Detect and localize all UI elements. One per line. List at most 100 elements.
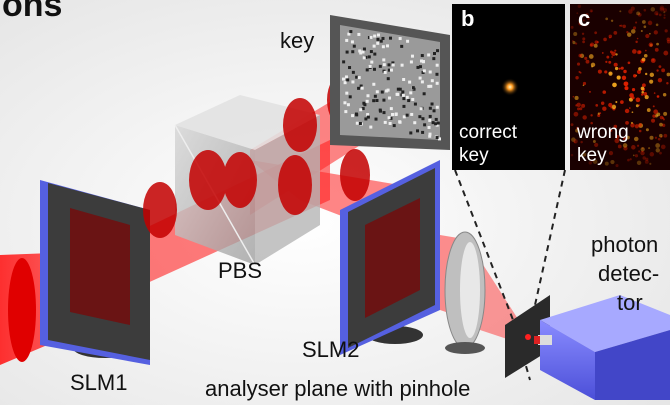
key-pixel — [410, 113, 413, 116]
speckle-dot — [612, 83, 617, 88]
key-pixel — [382, 99, 385, 102]
speckle-dot — [573, 96, 575, 98]
speckle-dot — [658, 138, 661, 141]
speckle-dot — [603, 38, 607, 42]
key-pixel — [372, 83, 375, 86]
speckle-dot — [590, 44, 593, 47]
key-pixel — [357, 87, 360, 90]
key-pixel — [409, 131, 412, 134]
speckle-dot — [578, 54, 582, 58]
detector-label: photon — [591, 232, 658, 257]
speckle-dot — [659, 14, 662, 17]
speckle-dot — [641, 30, 643, 32]
key-pixel — [381, 37, 384, 40]
key-pixel — [355, 76, 358, 79]
speckle-dot — [644, 25, 647, 28]
key-pixel — [412, 86, 415, 89]
speckle-dot — [657, 96, 659, 98]
speckle-dot — [634, 137, 639, 142]
key-pixel — [411, 55, 414, 58]
key-pixel — [382, 45, 385, 48]
key-pixel — [379, 65, 382, 68]
key-pixel — [406, 40, 409, 43]
speckle-dot — [644, 54, 648, 58]
speckle-dot — [662, 117, 664, 119]
speckle-dot — [623, 143, 628, 148]
speckle-dot — [645, 34, 649, 38]
speckle-dot — [642, 20, 646, 24]
key-mask — [330, 15, 450, 150]
speckle-dot — [582, 37, 585, 40]
speckle-dot — [638, 67, 642, 71]
key-pixel — [344, 81, 347, 84]
speckle-dot — [648, 21, 653, 26]
speckle-dot — [632, 96, 635, 99]
speckle-dot — [624, 81, 629, 86]
speckle-dot — [610, 160, 614, 164]
speckle-dot — [660, 7, 665, 12]
key-pixel — [436, 49, 439, 52]
key-pixel — [421, 131, 424, 134]
title-fragment: ons — [2, 0, 62, 24]
inset-letter: b — [461, 6, 474, 31]
key-pixel — [402, 78, 405, 81]
speckle-dot — [641, 93, 643, 95]
key-pixel — [345, 39, 348, 42]
key-pixel — [349, 95, 352, 98]
key-pixel — [410, 60, 413, 63]
key-pixel — [431, 79, 434, 82]
speckle-dot — [575, 76, 578, 79]
slm1-label: SLM1 — [70, 370, 127, 395]
key-pixel — [385, 89, 388, 92]
speckle-dot — [631, 145, 636, 150]
key-pixel — [346, 51, 349, 54]
speckle-dot — [606, 56, 609, 59]
speckle-dot — [617, 76, 621, 80]
speckle-dot — [654, 30, 658, 34]
speckle-dot — [636, 104, 639, 107]
key-pixel — [399, 37, 402, 40]
speckle-dot — [637, 161, 641, 165]
speckle-dot — [661, 145, 666, 150]
key-pixel — [366, 100, 369, 103]
key-pixel — [388, 116, 391, 119]
speckle-dot — [645, 50, 647, 52]
key-pixel — [352, 71, 355, 74]
speckle-dot — [645, 73, 647, 75]
slm1-device — [40, 180, 150, 365]
speckle-dot — [637, 38, 639, 40]
speckle-dot — [582, 115, 586, 119]
detector-label: detec- — [598, 261, 659, 286]
speckle-dot — [615, 53, 617, 55]
speckle-dot — [582, 41, 585, 44]
speckle-dot — [636, 11, 640, 15]
speckle-dot — [639, 130, 642, 133]
key-pixel — [423, 92, 426, 95]
key-pixel — [384, 121, 387, 124]
speckle-dot — [594, 44, 598, 48]
speckle-dot — [615, 101, 617, 103]
speckle-dot — [656, 113, 660, 117]
speckle-dot — [602, 107, 606, 111]
speckle-dot — [638, 50, 641, 53]
speckle-dot — [651, 7, 656, 12]
key-pixel — [413, 121, 416, 124]
key-pixel — [384, 71, 387, 74]
key-pixel — [364, 117, 367, 120]
speckle-dot — [651, 58, 656, 63]
speckle-dot — [576, 103, 580, 107]
key-pixel — [343, 101, 346, 104]
speckle-dot — [663, 17, 665, 19]
speckle-dot — [638, 150, 640, 152]
key-pixel — [418, 115, 421, 118]
speckle-dot — [635, 21, 637, 23]
key-pixel — [416, 129, 419, 132]
page: {"header": {"title": "ons"}, "labels": {… — [0, 0, 670, 405]
speckle-dot — [620, 100, 624, 104]
speckle-dot — [601, 102, 604, 105]
speckle-dot — [595, 104, 598, 107]
speckle-dot — [619, 10, 621, 12]
key-pixel — [345, 92, 348, 95]
key-pixel — [382, 111, 385, 114]
speckle-dot — [650, 73, 654, 77]
